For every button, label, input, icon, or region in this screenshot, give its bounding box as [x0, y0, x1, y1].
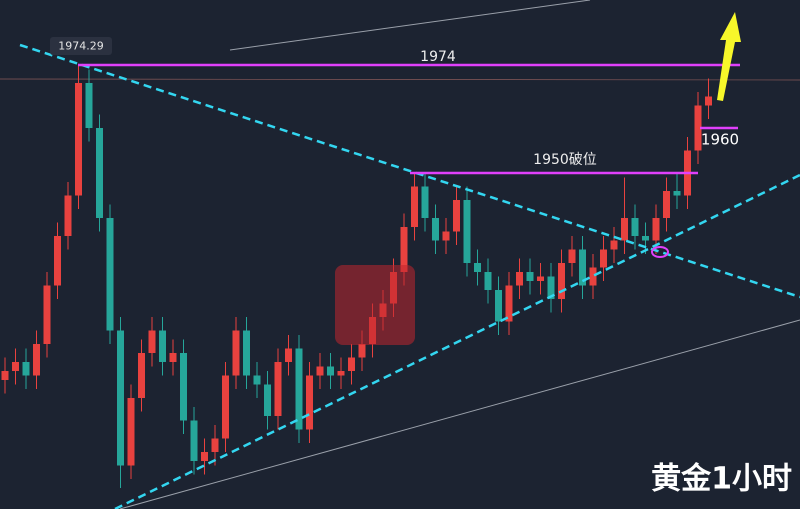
candle-body — [400, 227, 408, 272]
candle-body — [12, 362, 19, 371]
candle-body — [117, 330, 124, 466]
price-line — [0, 78, 800, 81]
candle-body — [211, 438, 219, 452]
highlight-circle — [651, 246, 669, 258]
candle-body — [663, 191, 670, 218]
candle-body — [75, 83, 82, 196]
candle-body — [526, 272, 534, 281]
candle-body — [673, 191, 681, 196]
candle-body — [558, 263, 565, 299]
candle-body — [484, 272, 492, 290]
candle-body — [516, 272, 523, 286]
channel-line — [119, 319, 800, 509]
candles — [1, 63, 712, 488]
peak-label-box — [50, 37, 112, 55]
candle-body — [337, 371, 345, 376]
trend-line — [114, 173, 800, 509]
candle-body — [421, 186, 429, 218]
up-arrow — [717, 12, 741, 101]
candle-body — [432, 218, 439, 241]
level-label: 1960 — [701, 131, 739, 149]
candle-body — [274, 362, 282, 416]
levels: 1974 1950破位 1960 — [78, 49, 740, 175]
candle-body — [621, 218, 628, 241]
candle-body — [705, 96, 712, 106]
candle-body — [652, 218, 660, 241]
candle-body — [568, 249, 576, 263]
candle-body — [43, 285, 51, 344]
candle-body — [64, 195, 72, 236]
candle-body — [411, 186, 418, 227]
candle-body — [138, 353, 145, 398]
candle-body — [463, 200, 471, 263]
candle-body — [264, 384, 271, 416]
candle-body — [232, 330, 240, 376]
candle-body — [180, 353, 187, 421]
candle-body — [610, 240, 618, 250]
candle-body — [85, 83, 93, 128]
candle-body — [537, 276, 544, 281]
candle-body — [243, 330, 250, 376]
candle-body — [106, 218, 114, 331]
candle-body — [33, 344, 40, 376]
candle-body — [505, 285, 513, 322]
candle-body — [285, 348, 292, 362]
chart-title: 黄金1小时 — [651, 462, 792, 497]
candle-body — [316, 366, 324, 376]
candle-body — [54, 236, 61, 286]
candle-body — [631, 218, 639, 236]
candle-body — [306, 375, 313, 430]
candle-body — [358, 344, 366, 358]
level-label: 1974 — [420, 49, 456, 65]
candle-body — [222, 375, 229, 439]
candle-body — [1, 371, 9, 380]
candle-body — [453, 200, 460, 232]
candle-body — [694, 105, 702, 151]
candle-body — [148, 330, 156, 353]
candle-body — [201, 452, 208, 461]
peak-label: 1974.29 — [58, 40, 104, 53]
candle-body — [642, 236, 649, 241]
candle-body — [442, 231, 450, 241]
candle-body — [159, 330, 166, 362]
candle-body — [96, 128, 103, 218]
candle-body — [295, 348, 303, 430]
candle-body — [495, 290, 502, 322]
candle-body — [600, 249, 607, 268]
candle-body — [253, 375, 261, 385]
candle-body — [474, 263, 481, 272]
candle-body — [547, 276, 555, 299]
candle-body — [579, 249, 586, 286]
level-label: 1950破位 — [533, 152, 597, 168]
trend-line — [19, 43, 800, 299]
candle-body — [589, 267, 597, 286]
candle-body — [348, 357, 355, 371]
candle-body — [169, 353, 177, 362]
candle-body — [127, 398, 135, 466]
candle-body — [327, 366, 334, 376]
candle-body — [22, 362, 30, 376]
channel-line — [229, 0, 591, 51]
candle-body — [190, 420, 198, 461]
seal-stamp — [335, 265, 415, 345]
